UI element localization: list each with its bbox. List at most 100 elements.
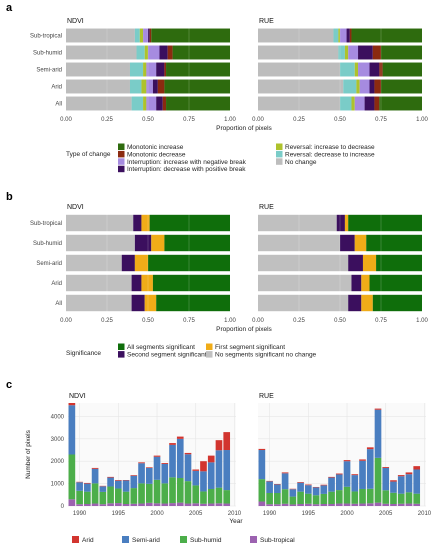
panel-a-bar-ndvi-sub-tropical-reversal-decrease-to-increase <box>134 28 140 43</box>
panel-c-bar-ndvi-1997-semi-arid <box>130 475 138 489</box>
panel-c-bar-rue-1992-semi-arid <box>281 473 289 490</box>
panel-c-bar-ndvi-1992-sub-tropical <box>91 503 99 506</box>
panel-c-xtick-ndvi: 2000 <box>150 511 164 517</box>
panel-a-bar-ndvi-sub-humid-reversal-increase-to-decrease <box>144 45 148 60</box>
panel-a-bar-rue-arid-monotonic-increase <box>381 79 422 94</box>
panel-a-legend-title: Type of change <box>66 151 111 158</box>
panel-c-bar-rue-1993-sub-tropical <box>289 504 297 506</box>
panel-c-bar-rue-1989-semi-arid <box>258 450 266 480</box>
panel-c-bar-ndvi-2000-semi-arid <box>153 456 161 480</box>
panel-a-bar-rue-semi-arid-no-change <box>258 62 340 77</box>
panel-a-bar-ndvi-arid-interruption-increase-with-negative-break <box>146 79 153 94</box>
panel-c-xtick-rue: 2010 <box>418 511 432 517</box>
panel-c-ytick: 4000 <box>51 414 65 420</box>
panel-b-bar-rue-all-all-segments-significant <box>372 294 422 312</box>
panel-c-ytick: 2000 <box>51 459 65 465</box>
panel-c-bar-rue-2000-sub-humid <box>343 486 351 504</box>
panel-b-bar-rue-sub-humid-first-segment-significant <box>354 234 367 252</box>
panel-c-bar-ndvi-2006-sub-humid <box>200 491 207 504</box>
panel-a-bar-ndvi-semi-arid-monotonic-increase <box>166 62 230 77</box>
panel-c-bar-rue-2002-sub-humid <box>359 488 366 504</box>
panel-b-bar-rue-sub-tropical-second-segment-significant <box>336 214 345 232</box>
panel-c-xtick-rue: 2000 <box>340 511 354 517</box>
panel-b-ylabel-sub-tropical: Sub-tropical <box>30 221 62 227</box>
panel-b-bar-ndvi-semi-arid-first-segment-significant <box>134 254 148 272</box>
panel-c-bar-ndvi-1999-sub-humid <box>145 483 153 503</box>
panel-c-bar-ndvi-1992-sub-humid <box>91 483 99 504</box>
panel-c-bar-ndvi-1997-arid <box>130 475 138 476</box>
panel-a-legend-swatch <box>118 158 125 165</box>
panel-c-bar-rue-2006-semi-arid <box>390 481 397 493</box>
panel-c-bar-rue-1996-sub-humid <box>312 495 320 505</box>
panel-b-legend-label: No segments significant no change <box>215 352 317 359</box>
panel-c-bar-ndvi-2001-semi-arid <box>161 463 169 484</box>
panel-b-bar-ndvi-sub-humid-no-segments-significant-no-change <box>66 234 135 252</box>
panel-c-legend-label: Sub-humid <box>190 537 222 544</box>
panel-c-legend-label: Arid <box>82 537 94 544</box>
panel-a-bar-rue-sub-tropical-monotonic-increase <box>351 28 422 43</box>
panel-b-bar-rue-semi-arid-all-segments-significant <box>376 254 422 272</box>
panel-a-bar-rue-arid-monotonic-decrease <box>374 79 381 94</box>
panel-a-bar-ndvi-arid-interruption-decrease-with-positive-break <box>152 79 158 94</box>
panel-c-bar-ndvi-2008-semi-arid <box>215 450 223 488</box>
panel-a-bar-ndvi-arid-monotonic-increase <box>164 79 230 94</box>
panel-c-bar-ndvi-1998-semi-arid <box>138 463 145 484</box>
panel-b-bar-rue-sub-humid-all-segments-significant <box>366 234 422 252</box>
panel-a-bar-rue-sub-humid-interruption-increase-with-negative-break <box>348 45 359 60</box>
panel-a-bar-rue-arid-reversal-increase-to-decrease <box>356 79 360 94</box>
panel-c-bar-ndvi-1992-arid <box>91 467 99 469</box>
panel-b-xtick-ndvi: 0.00 <box>60 318 72 324</box>
panel-c-bar-ndvi-2002-sub-humid <box>169 477 176 504</box>
panel-c-bar-ndvi-2009-sub-humid <box>223 490 231 504</box>
panel-a-ylabel-all: All <box>55 102 62 108</box>
panel-c-bar-ndvi-1992-semi-arid <box>91 468 99 484</box>
panel-a-bar-rue-sub-humid-reversal-increase-to-decrease <box>344 45 349 60</box>
panel-c-bar-rue-1990-semi-arid <box>266 481 273 494</box>
panel-a-bar-rue-arid-reversal-decrease-to-increase <box>343 79 357 94</box>
panel-b-xtick-rue: 0.50 <box>334 318 346 324</box>
panel-a-legend-label: Interruption: increase with negative bre… <box>127 159 247 166</box>
panel-a-bar-rue-arid-interruption-increase-with-negative-break <box>359 79 370 94</box>
panel-c-legend-label: Sub-tropical <box>260 537 295 544</box>
panel-b-bar-rue-arid-all-segments-significant <box>369 274 422 292</box>
panel-a-xtick-rue: 1.00 <box>416 117 428 123</box>
panel-a-bar-rue-all-interruption-increase-with-negative-break <box>354 96 365 111</box>
panel-c-bar-rue-1989-sub-tropical <box>258 501 266 506</box>
panel-c-bar-ndvi-1994-semi-arid <box>107 477 114 487</box>
panel-c-bar-rue-1995-arid <box>304 484 312 486</box>
panel-c-bar-rue-1998-semi-arid <box>328 477 335 492</box>
panel-c-xtick-rue: 1995 <box>302 511 316 517</box>
panel-a-bar-ndvi-semi-arid-no-change <box>66 62 130 77</box>
panel-c-bar-rue-2006-sub-tropical <box>390 503 397 506</box>
panel-a-bar-rue-arid-interruption-decrease-with-positive-break <box>369 79 375 94</box>
panel-a-bar-rue-all-reversal-increase-to-decrease <box>351 96 355 111</box>
panel-c-legend-swatch <box>250 536 257 543</box>
panel-a-bar-ndvi-all-monotonic-decrease <box>162 96 167 111</box>
panel-a-bar-rue-sub-tropical-no-change <box>258 28 334 43</box>
panel-c-bar-ndvi-2006-semi-arid <box>200 471 207 492</box>
panel-a-bar-ndvi-sub-humid-reversal-decrease-to-increase <box>136 45 145 60</box>
panel-c-bar-rue-2003-arid <box>366 447 374 450</box>
panel-c-bar-rue-2003-sub-tropical <box>366 503 374 506</box>
panel-c-xtick-ndvi: 2005 <box>189 511 203 517</box>
panel-a-bar-rue-sub-tropical-interruption-decrease-with-positive-break <box>346 28 350 43</box>
panel-c-bar-rue-1999-arid <box>335 473 343 475</box>
panel-c-bar-ndvi-2008-arid <box>215 440 223 451</box>
panel-c-bar-ndvi-2005-sub-tropical <box>192 503 200 506</box>
panel-a-bar-ndvi-sub-tropical-no-change <box>66 28 135 43</box>
panel-a-xtick-rue: 0.75 <box>375 117 387 123</box>
panel-b-ylabel-semi-arid: Semi-arid <box>36 261 62 267</box>
panel-c-bar-rue-2002-semi-arid <box>359 460 366 489</box>
panel-a-xtick-ndvi: 0.75 <box>183 117 195 123</box>
panel-c-bar-rue-2000-arid <box>343 460 351 462</box>
panel-c-xtick-ndvi: 2010 <box>228 511 242 517</box>
panel-c-bar-ndvi-2003-sub-humid <box>176 478 184 503</box>
panel-b-xtick-ndvi: 1.00 <box>224 318 236 324</box>
panel-c-bar-rue-1991-sub-tropical <box>274 504 281 506</box>
panel-b-bar-ndvi-arid-all-segments-significant <box>152 274 230 292</box>
panel-c-bar-ndvi-2009-semi-arid <box>223 450 231 491</box>
panel-a-xtick-rue: 0.00 <box>252 117 264 123</box>
panel-c-facet-label-ndvi: NDVI <box>69 393 86 400</box>
panel-a-bar-ndvi-sub-tropical-interruption-increase-with-negative-break <box>143 28 148 43</box>
panel-a-legend-label: Monotonic decrease <box>127 151 186 158</box>
